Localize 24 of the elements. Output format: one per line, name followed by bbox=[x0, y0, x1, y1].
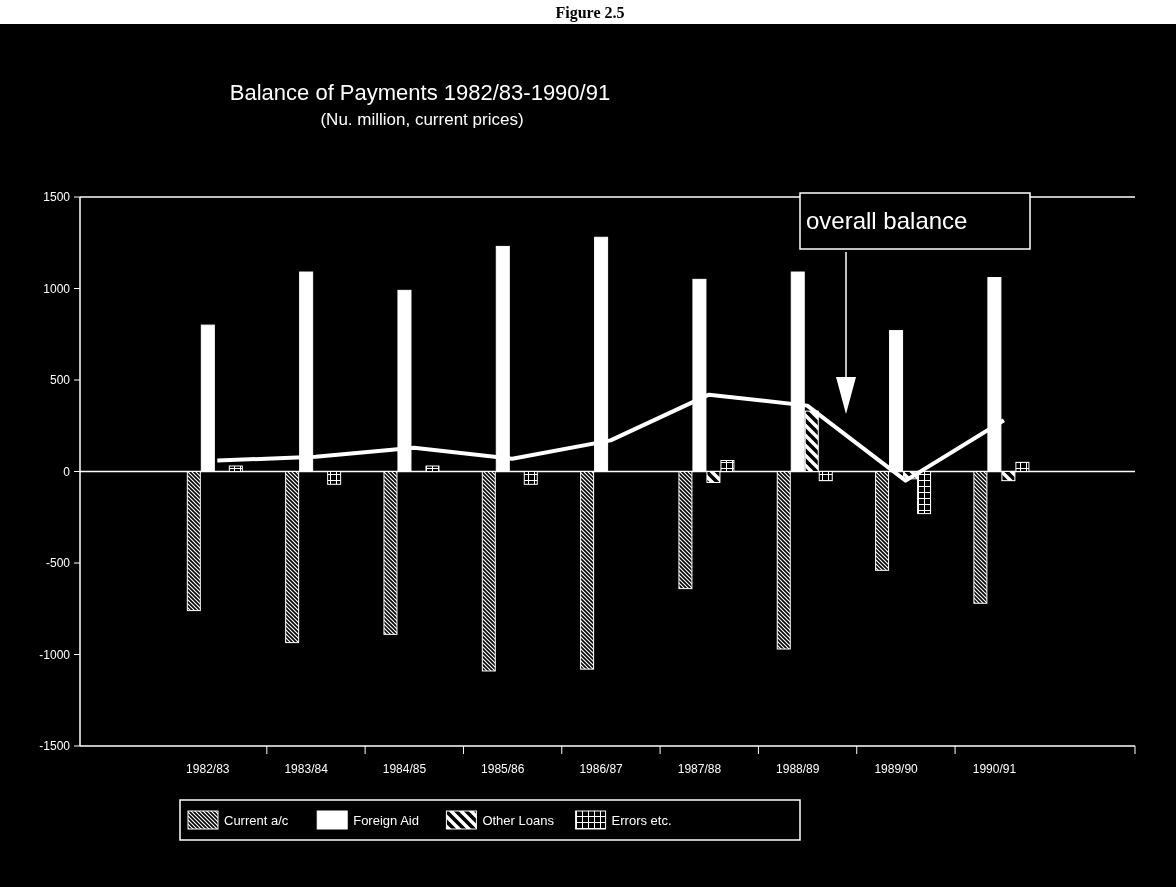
caption: Figure 2.5 bbox=[555, 4, 625, 22]
x-tick-label: 1985/86 bbox=[481, 762, 525, 776]
chart-title: Balance of Payments 1982/83-1990/91 bbox=[229, 80, 611, 105]
y-tick-label: -500 bbox=[45, 556, 71, 570]
y-tick-label: -1000 bbox=[39, 647, 71, 662]
x-tick-label: 1990/91 bbox=[972, 762, 1017, 776]
y-tick-label: 1000 bbox=[43, 281, 71, 296]
legend-label: Other Loans bbox=[482, 813, 555, 828]
x-tick-label: 1984/85 bbox=[382, 762, 427, 776]
y-tick-label: -1500 bbox=[39, 739, 71, 753]
y-tick-label: 0 bbox=[63, 464, 71, 479]
text: overall balance bbox=[806, 207, 968, 234]
x-tick-label: 1988/89 bbox=[776, 762, 820, 776]
y-tick-label: 1500 bbox=[43, 190, 71, 204]
legend-label: Current a/c bbox=[224, 813, 289, 828]
x-tick-label: 1983/84 bbox=[284, 762, 329, 776]
chart-subtitle: (Nu. million, current prices) bbox=[320, 110, 524, 129]
x-tick-label: 1987/88 bbox=[677, 762, 722, 776]
legend-label: Foreign Aid bbox=[353, 813, 419, 828]
x-tick-label: 1982/83 bbox=[186, 762, 230, 776]
legend-label: Errors etc. bbox=[611, 813, 672, 828]
x-tick-label: 1989/90 bbox=[874, 762, 919, 776]
y-tick-label: 500 bbox=[49, 373, 71, 387]
x-tick-label: 1986/87 bbox=[579, 762, 624, 776]
